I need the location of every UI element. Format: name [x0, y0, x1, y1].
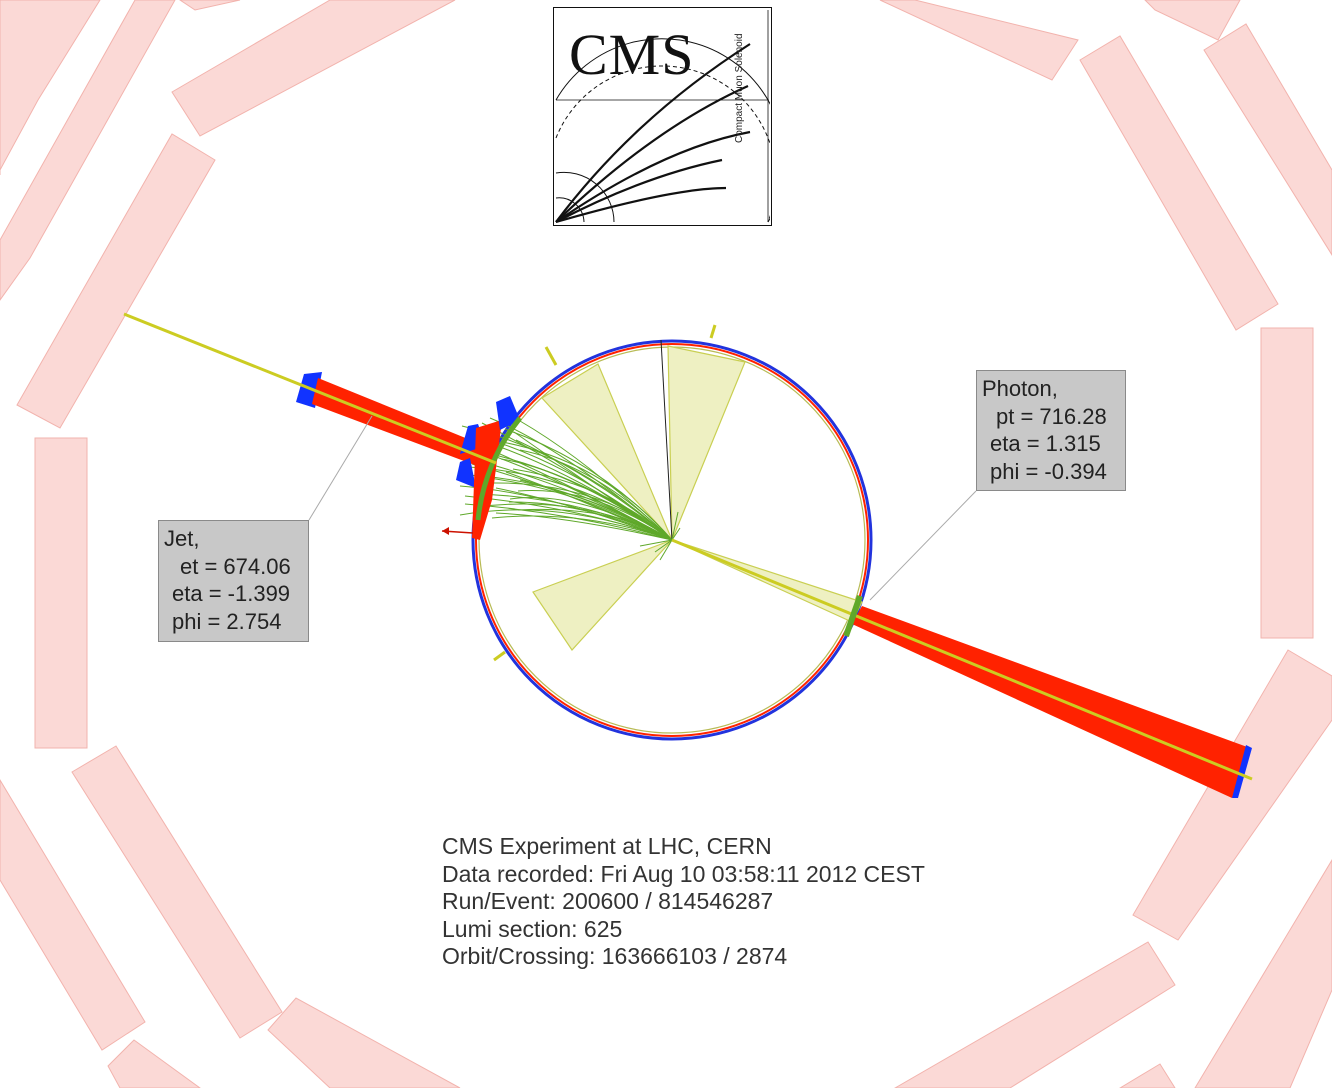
muon-chamber: [0, 779, 146, 1051]
jet-label: Jet, et = 674.06 eta = -1.399 phi = 2.75…: [158, 520, 309, 642]
cms-logo: CMS Compact Muon Solenoid: [553, 7, 772, 226]
track: [491, 515, 673, 541]
jet-label-title: Jet,: [164, 526, 200, 551]
photon-hcal-edge: [1232, 745, 1252, 798]
tracks: [459, 417, 681, 561]
logo-tracks-icon: [555, 10, 770, 224]
logo-title: CMS: [569, 22, 695, 87]
muon-chamber: [267, 997, 461, 1088]
photon-label: Photon, pt = 716.28 eta = 1.315 phi = -0…: [976, 370, 1126, 491]
photon-label-eta: eta = 1.315: [990, 431, 1101, 456]
jet-label-phi: phi = 2.754: [172, 608, 282, 634]
hcal-ring: [471, 339, 873, 741]
muon-chamber: [1119, 1063, 1176, 1088]
track: [475, 493, 673, 541]
track: [464, 503, 673, 541]
track: [508, 501, 673, 541]
track: [517, 490, 673, 541]
muon-chamber: [879, 0, 1079, 81]
photon-label-connector: [869, 490, 977, 601]
event-info-lumi-section: Lumi section: 625: [442, 915, 623, 942]
tick-mark: [709, 324, 717, 339]
event-info-experiment: CMS Experiment at LHC, CERN: [442, 833, 772, 859]
track: [671, 511, 679, 541]
track: [512, 468, 673, 541]
jet-axis: [123, 312, 497, 465]
ecal-ring: [475, 343, 869, 737]
muon-chamber: [107, 1039, 201, 1088]
track: [490, 482, 673, 541]
photon-ecal-hits: [843, 595, 863, 637]
jet-label-connector: [308, 415, 373, 521]
photon-ecal-deposit: [852, 606, 1250, 798]
track: [517, 508, 673, 541]
event-info-data-recorded: Data recorded: Fri Aug 10 03:58:11 2012 …: [442, 860, 925, 887]
jet-cone: [532, 539, 673, 651]
ecal-deposit: [312, 378, 495, 470]
track: [639, 539, 673, 547]
tick-mark: [544, 346, 558, 366]
hcal-deposit: [456, 458, 476, 488]
track: [654, 539, 673, 553]
ecal-hits: [475, 416, 522, 521]
photon-axis: [671, 538, 1253, 781]
event-info-run-event: Run/Event: 200600 / 814546287: [442, 888, 774, 915]
muon-arrow-head: [442, 527, 449, 535]
photon-label-pt: pt = 716.28: [996, 403, 1107, 429]
muon-chamber: [16, 133, 216, 429]
track: [519, 479, 673, 541]
track: [501, 441, 673, 541]
jet-label-et: et = 674.06: [180, 553, 291, 579]
tick-mark: [493, 650, 506, 662]
photon-label-phi: phi = -0.394: [990, 458, 1107, 484]
track: [671, 527, 681, 541]
muon-chamber: [893, 941, 1176, 1088]
photon-label-title: Photon,: [982, 376, 1058, 401]
muon-chamber: [0, 0, 176, 301]
ecal-deposit: [496, 396, 520, 430]
track: [519, 449, 673, 541]
event-info: CMS Experiment at LHC, CERN Data recorde…: [442, 833, 925, 971]
muon-chamber: [0, 0, 101, 175]
jet-label-eta: eta = -1.399: [172, 581, 291, 606]
muon-chamber: [1079, 35, 1279, 331]
muon-chamber: [171, 0, 456, 137]
jet-cone: [541, 363, 673, 541]
muon-chamber: [1203, 23, 1332, 256]
logo-subtitle: Compact Muon Solenoid: [734, 33, 745, 143]
muon-chamber: [34, 437, 88, 749]
muon-chamber: [179, 0, 241, 11]
muon-chamber: [1194, 859, 1332, 1088]
jet-cone: [667, 345, 746, 541]
track: [659, 539, 673, 561]
track: [495, 512, 673, 541]
event-info-orbit-crossing: Orbit/Crossing: 163666103 / 2874: [442, 943, 788, 970]
muon-chamber: [71, 745, 283, 1039]
muon-chamber: [1260, 327, 1314, 639]
met-line: [660, 339, 673, 541]
muon-chamber: [1144, 0, 1241, 41]
